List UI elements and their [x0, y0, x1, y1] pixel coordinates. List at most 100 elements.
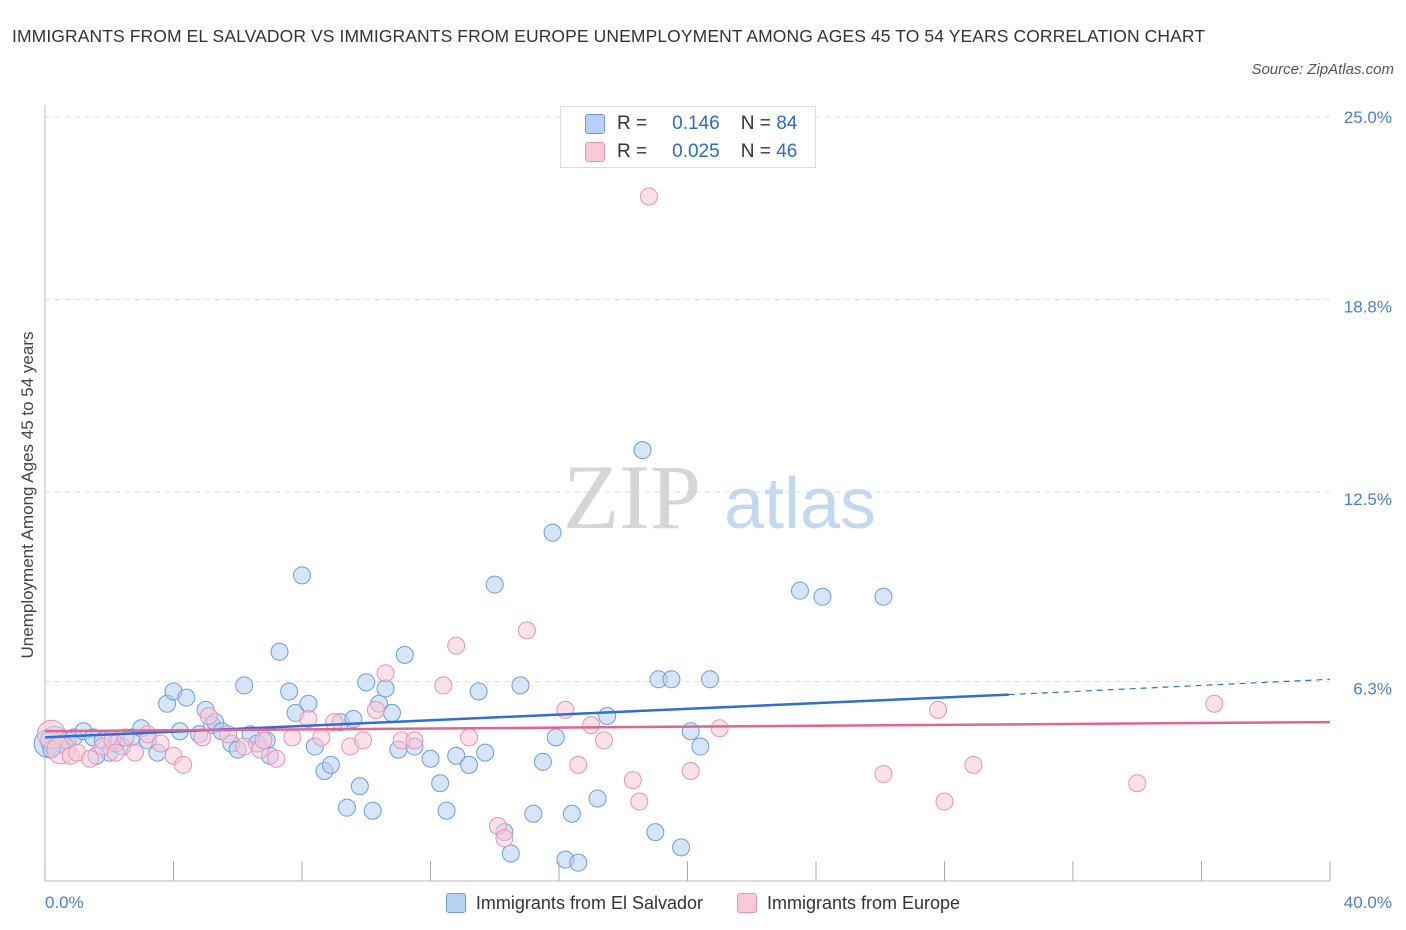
el-salvador-point [501, 844, 520, 863]
europe-point [199, 706, 218, 725]
europe-point [447, 636, 466, 655]
el-salvador-point [447, 746, 466, 765]
europe-trend-line [44, 720, 1331, 733]
el-salvador-point [790, 581, 809, 600]
el-salvador-point [485, 575, 504, 594]
el-salvador-point [363, 801, 382, 820]
europe-point [1128, 774, 1147, 793]
el-salvador-point [299, 694, 318, 713]
el-salvador-point [177, 688, 196, 707]
el-salvador-point [588, 789, 607, 808]
europe-point [710, 719, 729, 738]
europe-point [935, 792, 954, 811]
r-value: 0.146 [672, 113, 720, 134]
europe-point [151, 734, 170, 753]
europe-point [929, 700, 948, 719]
el-salvador-point [321, 755, 340, 774]
europe-point [964, 755, 983, 774]
el-salvador-point [376, 679, 395, 698]
europe-point [235, 737, 254, 756]
el-salvador-point [681, 722, 700, 741]
legend-swatch-pink [585, 142, 605, 162]
europe-point [80, 749, 99, 768]
el-salvador-point [437, 801, 456, 820]
el-salvador-trend-extension [1008, 678, 1331, 696]
europe-point [556, 700, 575, 719]
n-label: N = [740, 141, 771, 162]
el-salvador-point [293, 566, 311, 585]
europe-point [354, 731, 373, 750]
el-salvador-point [357, 673, 376, 692]
europe-point [874, 765, 893, 784]
r-label: R = [617, 141, 648, 162]
el-salvador-point [546, 728, 565, 747]
europe-point [376, 664, 395, 683]
europe-point [254, 731, 273, 750]
europe-point [283, 728, 302, 747]
grid-lines [45, 116, 1330, 682]
europe-point [623, 771, 642, 790]
europe-point [106, 743, 125, 762]
el-salvador-point [813, 587, 832, 606]
tick-labels: 25.0% 18.8% 12.5% 6.3% 0.0% 40.0% [45, 108, 1392, 912]
el-salvador-point [280, 682, 299, 701]
europe-point [325, 713, 344, 732]
x-tick-label: 40.0% [1344, 893, 1392, 912]
europe-point [630, 792, 649, 811]
n-label: N = [740, 113, 771, 134]
europe-point [267, 749, 286, 768]
europe-point [312, 728, 331, 747]
el-salvador-point [460, 755, 479, 774]
europe-point [125, 743, 144, 762]
el-salvador-point [700, 670, 719, 689]
r-label: R = [617, 113, 648, 134]
el-salvador-point [395, 645, 414, 664]
watermark-atlas: atlas [724, 464, 876, 544]
el-salvador-point [646, 823, 665, 842]
el-salvador-point [691, 737, 710, 756]
source-credit: Source: ZipAtlas.com [1251, 61, 1394, 78]
trend-lines [44, 678, 1331, 739]
y-tick-label: 25.0% [1344, 108, 1392, 127]
watermark: ZIP atlas [563, 446, 876, 548]
el-salvador-point [569, 853, 588, 872]
el-salvador-point [350, 777, 369, 796]
el-salvador-point [431, 774, 450, 793]
europe-point [495, 829, 514, 848]
el-salvador-point [337, 798, 356, 817]
series-legend: Immigrants from El Salvador Immigrants f… [0, 888, 1406, 918]
stats-row-el-salvador: R = 0.146 N = 84 [585, 110, 797, 138]
n-value: 84 [776, 113, 798, 134]
legend-swatch-blue [445, 893, 466, 913]
y-tick-label: 6.3% [1353, 679, 1392, 698]
europe-point [174, 755, 193, 774]
europe-point [405, 731, 424, 750]
el-salvador-point [533, 752, 552, 771]
europe-point [434, 676, 453, 695]
el-salvador-point [598, 706, 617, 725]
el-salvador-point [562, 804, 581, 823]
el-salvador-point [874, 587, 893, 606]
europe-point [1205, 694, 1224, 713]
chart-title: IMMIGRANTS FROM EL SALVADOR VS IMMIGRANT… [12, 26, 1206, 46]
europe-point [299, 710, 318, 729]
y-tick-label: 12.5% [1344, 490, 1392, 509]
legend-swatch-pink [737, 893, 757, 913]
europe-point [569, 755, 588, 774]
series-europe-points [36, 187, 1224, 848]
europe-point [594, 731, 613, 750]
el-salvador-point [476, 743, 495, 762]
europe-point [193, 728, 212, 747]
europe-point [582, 716, 601, 735]
stats-legend: R = 0.146 N = 84 R = 0.025 N = 46 [560, 106, 816, 168]
el-salvador-point [633, 441, 652, 460]
stats-row-europe: R = 0.025 N = 46 [585, 138, 797, 166]
el-salvador-point [662, 670, 681, 689]
el-salvador-point [270, 642, 289, 661]
watermark-zip: ZIP [563, 446, 701, 548]
europe-point [517, 621, 536, 640]
el-salvador-point [235, 676, 254, 695]
europe-point [460, 728, 479, 747]
legend-label: Immigrants from Europe [767, 892, 961, 913]
